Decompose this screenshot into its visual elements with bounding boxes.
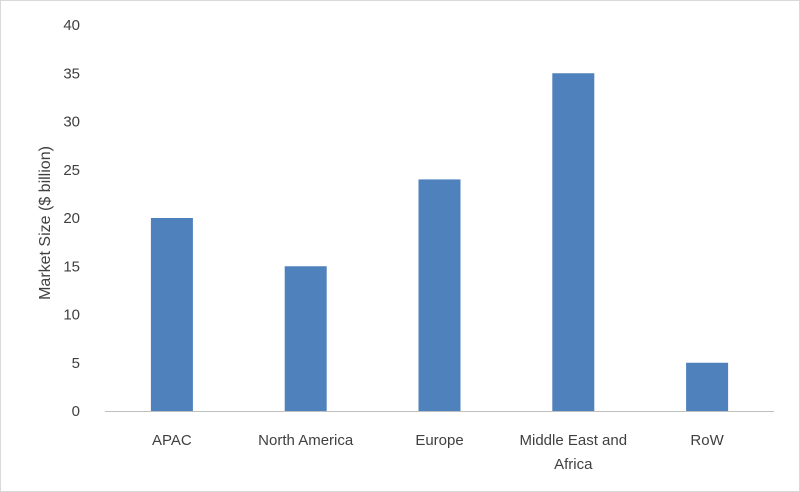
y-tick-label: 40	[63, 17, 80, 34]
y-tick-label: 20	[63, 210, 80, 227]
x-axis-tick-labels: APAC North America Europe Middle East and Af…	[152, 432, 725, 473]
y-tick-label: 35	[63, 65, 80, 82]
x-tick-label: Europe	[415, 432, 463, 449]
y-axis-title: Market Size ($ billion)	[37, 146, 54, 300]
y-tick-label: 15	[63, 258, 80, 275]
bar	[418, 179, 461, 411]
bars	[150, 73, 729, 411]
bar	[150, 218, 193, 411]
bar	[284, 266, 327, 411]
y-tick-label: 10	[63, 307, 80, 324]
x-tick-label: North America	[258, 432, 354, 449]
y-tick-label: 5	[72, 355, 80, 372]
x-tick-label: APAC	[152, 432, 192, 449]
x-tick-label: Middle East and Africa	[520, 432, 628, 473]
x-tick-label: RoW	[690, 432, 724, 449]
bar	[552, 73, 595, 411]
y-tick-label: 30	[63, 114, 80, 131]
bar	[686, 362, 729, 411]
y-tick-label: 25	[63, 162, 80, 179]
y-axis-tick-labels: 0 5 10 15 20 25 30 35 40	[63, 17, 80, 420]
y-tick-label: 0	[72, 403, 80, 420]
